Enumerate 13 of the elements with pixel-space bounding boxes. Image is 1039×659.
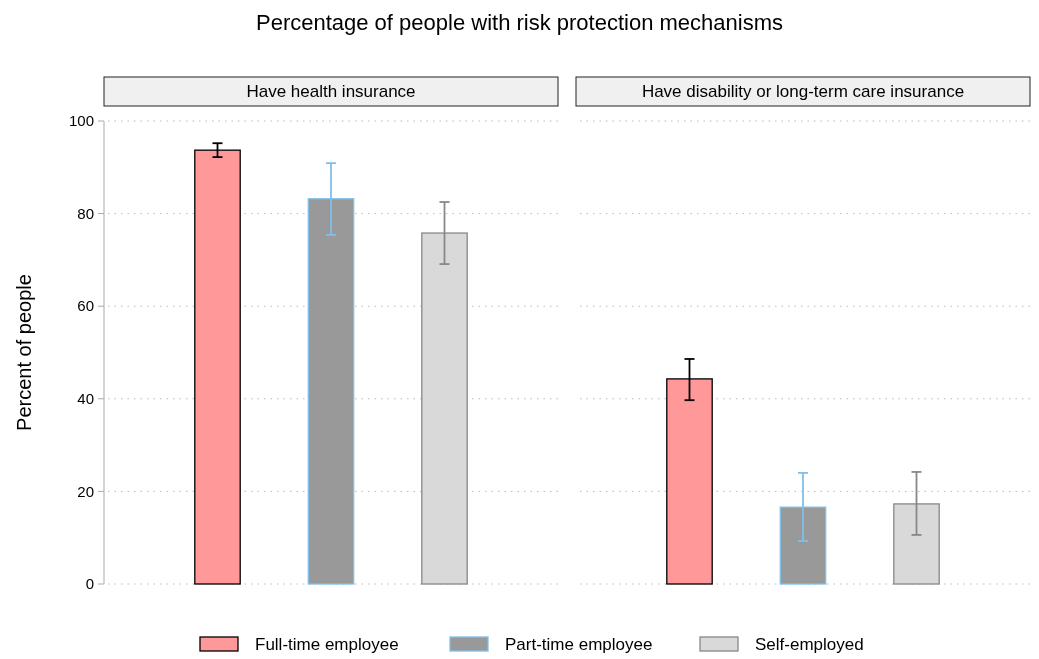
y-tick-label: 40 xyxy=(77,390,94,408)
legend-label: Full-time employee xyxy=(255,635,399,654)
y-tick-label: 20 xyxy=(77,482,94,500)
y-tick-label: 60 xyxy=(77,297,94,315)
y-tick-label: 0 xyxy=(85,575,94,593)
y-axis-title: Percent of people xyxy=(13,274,35,431)
legend-label: Self-employed xyxy=(755,635,864,654)
x-tick-label: Have disability or long-term care insurance xyxy=(641,82,965,101)
y-tick-label: 100 xyxy=(68,112,94,130)
x-tick-label: Have health insurance xyxy=(246,82,416,101)
legend-label: Part-time employee xyxy=(505,635,653,654)
chart-title: Percentage of people with risk protection mechanisms xyxy=(255,10,784,35)
y-tick-label: 80 xyxy=(77,204,94,222)
